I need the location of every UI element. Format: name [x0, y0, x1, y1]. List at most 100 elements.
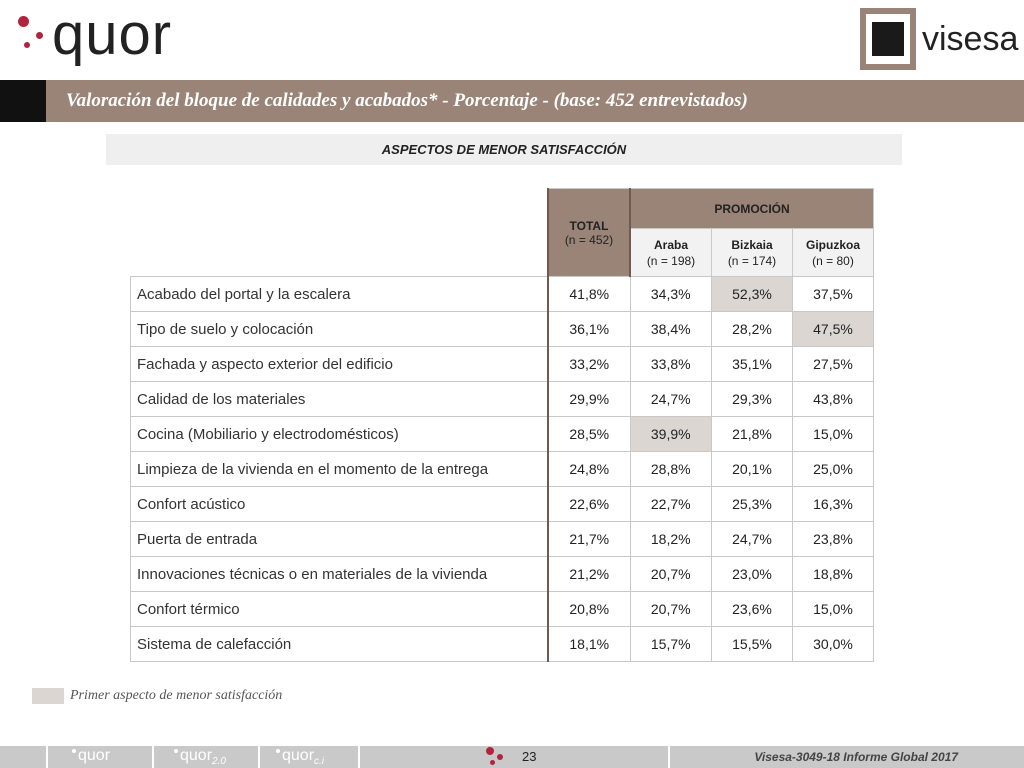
table-corner — [131, 189, 549, 277]
legend-text: Primer aspecto de menor satisfacción — [70, 688, 283, 703]
cell-total: 41,8% — [547, 276, 631, 312]
cell-gipuzkoa: 43,8% — [792, 381, 874, 417]
table-row: Sistema de calefacción 18,1% 15,7% 15,5%… — [130, 626, 874, 662]
cell-gipuzkoa: 27,5% — [792, 346, 874, 382]
footer-brand-quor-2: quor2.0 — [174, 747, 226, 767]
footer-divider — [668, 746, 670, 768]
cell-total: 20,8% — [547, 591, 631, 627]
table-row: Confort térmico 20,8% 20,7% 23,6% 15,0% — [130, 591, 874, 627]
column-header-bizkaia: Bizkaia (n = 174) — [711, 228, 793, 277]
cell-araba: 15,7% — [629, 626, 712, 662]
footer-brand-quor-ci: quorc.i — [276, 747, 324, 767]
row-label: Limpieza de la vivienda en el momento de… — [130, 451, 549, 487]
cell-gipuzkoa: 23,8% — [792, 521, 874, 557]
cell-araba: 18,2% — [629, 521, 712, 557]
cell-araba: 20,7% — [629, 556, 712, 592]
row-label: Confort térmico — [130, 591, 549, 627]
legend-swatch — [32, 688, 64, 704]
cell-bizkaia: 23,0% — [711, 556, 793, 592]
table-row: Puerta de entrada 21,7% 18,2% 24,7% 23,8… — [130, 521, 874, 557]
row-label: Confort acústico — [130, 486, 549, 522]
cell-total: 33,2% — [547, 346, 631, 382]
row-label: Cocina (Mobiliario y electrodomésticos) — [130, 416, 549, 452]
report-name: Visesa-3049-18 Informe Global 2017 — [754, 750, 958, 764]
page-number: 23 — [522, 749, 537, 764]
cell-gipuzkoa: 30,0% — [792, 626, 874, 662]
footer-brand-quor: quor — [72, 747, 110, 767]
cell-bizkaia: 20,1% — [711, 451, 793, 487]
cell-total: 36,1% — [547, 311, 631, 347]
total-column-header: TOTAL (n = 452) — [547, 188, 631, 277]
visesa-logo: visesa — [860, 8, 1019, 74]
column-header-araba: Araba (n = 198) — [629, 228, 712, 277]
cell-bizkaia: 28,2% — [711, 311, 793, 347]
cell-bizkaia: 21,8% — [711, 416, 793, 452]
cell-gipuzkoa-highlight: 47,5% — [792, 311, 874, 347]
cell-gipuzkoa: 37,5% — [792, 276, 874, 312]
cell-bizkaia: 23,6% — [711, 591, 793, 627]
logo-dot — [18, 16, 29, 27]
logo-dot — [36, 32, 43, 39]
footer-logo-dot — [490, 760, 495, 765]
table-row: Fachada y aspecto exterior del edificio … — [130, 346, 874, 382]
cell-total: 22,6% — [547, 486, 631, 522]
promotion-header: PROMOCIÓN — [629, 188, 874, 229]
cell-araba-highlight: 39,9% — [629, 416, 712, 452]
table-row: Tipo de suelo y colocación 36,1% 38,4% 2… — [130, 311, 874, 347]
footer-logo-dot — [497, 754, 503, 760]
cell-bizkaia: 29,3% — [711, 381, 793, 417]
cell-gipuzkoa: 15,0% — [792, 416, 874, 452]
column-n: (n = 80) — [812, 253, 854, 268]
total-header-n: (n = 452) — [564, 232, 614, 247]
row-label: Fachada y aspecto exterior del edificio — [130, 346, 549, 382]
row-label: Innovaciones técnicas o en materiales de… — [130, 556, 549, 592]
row-label: Calidad de los materiales — [130, 381, 549, 417]
cell-bizkaia-highlight: 52,3% — [711, 276, 793, 312]
cell-total: 24,8% — [547, 451, 631, 487]
cell-total: 29,9% — [547, 381, 631, 417]
column-n: (n = 198) — [646, 253, 696, 268]
cell-araba: 20,7% — [629, 591, 712, 627]
visesa-logo-mark — [860, 8, 916, 70]
table-row: Confort acústico 22,6% 22,7% 25,3% 16,3% — [130, 486, 874, 522]
row-label: Sistema de calefacción — [130, 626, 549, 662]
total-header-label: TOTAL — [569, 218, 609, 233]
cell-araba: 22,7% — [629, 486, 712, 522]
logo-dot — [24, 42, 30, 48]
footer-divider — [258, 746, 260, 768]
cell-total: 18,1% — [547, 626, 631, 662]
cell-bizkaia: 35,1% — [711, 346, 793, 382]
cell-gipuzkoa: 25,0% — [792, 451, 874, 487]
title-bar: Valoración del bloque de calidades y aca… — [0, 80, 1024, 122]
title-bar-marker — [0, 80, 46, 122]
table-row: Calidad de los materiales 29,9% 24,7% 29… — [130, 381, 874, 417]
table-row: Limpieza de la vivienda en el momento de… — [130, 451, 874, 487]
cell-total: 21,7% — [547, 521, 631, 557]
column-n: (n = 174) — [727, 253, 777, 268]
legend: Primer aspecto de menor satisfacción — [32, 688, 332, 706]
cell-araba: 33,8% — [629, 346, 712, 382]
cell-araba: 24,7% — [629, 381, 712, 417]
quor-logo-text: quor — [52, 2, 173, 67]
footer-logo-dot — [486, 747, 494, 755]
cell-araba: 34,3% — [629, 276, 712, 312]
footer-bar: quor quor2.0 quorc.i 23 Visesa-3049-18 I… — [0, 746, 1024, 768]
cell-bizkaia: 25,3% — [711, 486, 793, 522]
visesa-logo-square — [872, 22, 904, 56]
table-row: Cocina (Mobiliario y electrodomésticos) … — [130, 416, 874, 452]
satisfaction-table: TOTAL (n = 452) PROMOCIÓN Araba (n = 198… — [130, 188, 874, 662]
cell-total: 21,2% — [547, 556, 631, 592]
column-name: Araba — [653, 237, 688, 252]
footer-divider — [358, 746, 360, 768]
row-label: Puerta de entrada — [130, 521, 549, 557]
cell-gipuzkoa: 15,0% — [792, 591, 874, 627]
cell-bizkaia: 15,5% — [711, 626, 793, 662]
column-header-gipuzkoa: Gipuzkoa (n = 80) — [792, 228, 874, 277]
cell-araba: 38,4% — [629, 311, 712, 347]
slide-title: Valoración del bloque de calidades y aca… — [66, 90, 748, 111]
row-label: Tipo de suelo y colocación — [130, 311, 549, 347]
column-name: Bizkaia — [731, 237, 773, 252]
visesa-logo-text: visesa — [922, 20, 1019, 58]
footer-divider — [46, 746, 48, 768]
table-row: Acabado del portal y la escalera 41,8% 3… — [130, 276, 874, 312]
